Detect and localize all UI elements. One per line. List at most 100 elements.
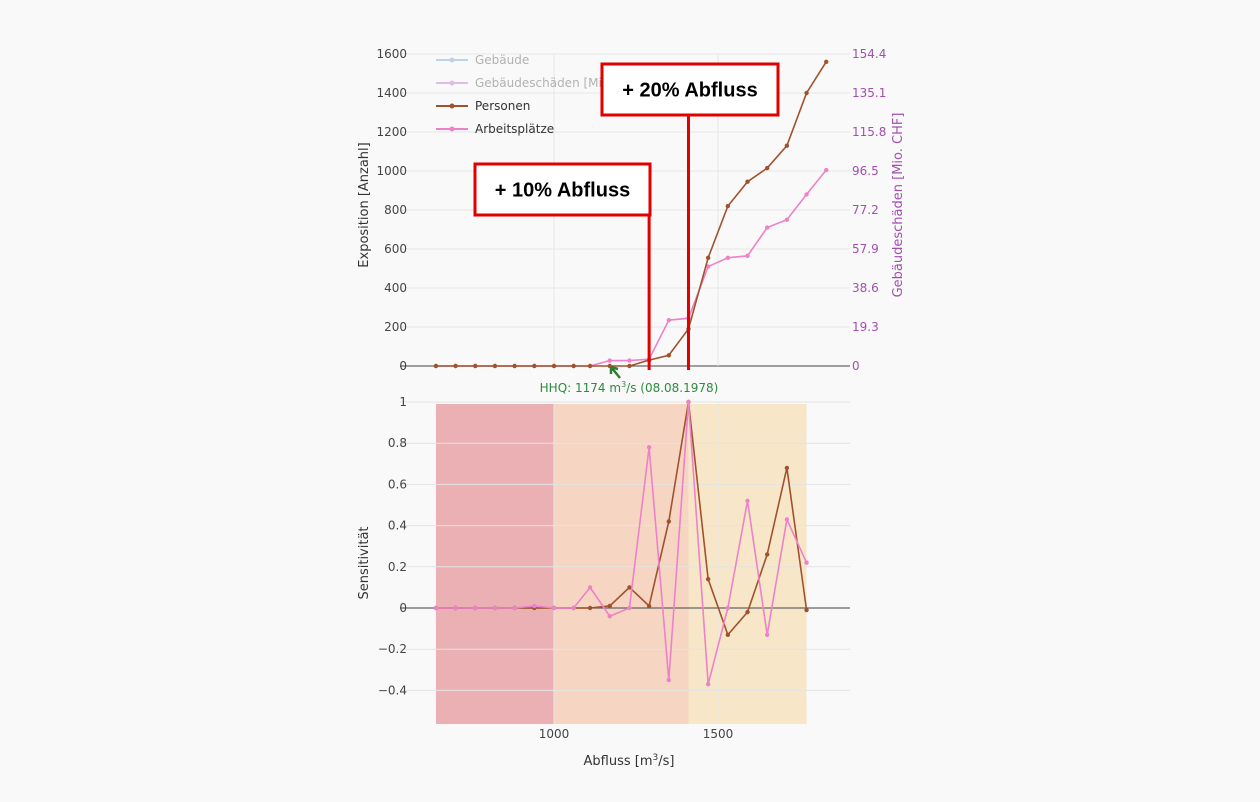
top-y-tick-label: 600 — [384, 242, 407, 256]
bottom-y-tick-label: 0.8 — [388, 436, 407, 450]
top-series-point — [492, 363, 498, 369]
bottom-series-point — [784, 517, 790, 522]
bottom-y-axis-label: Sensitivität — [357, 526, 372, 599]
legend-item[interactable]: Personen — [436, 99, 530, 113]
top-y-tick-label: 1200 — [376, 125, 407, 139]
bottom-series-point — [473, 605, 478, 611]
top-y2-tick-label: 19.3 — [852, 320, 879, 334]
sensitivity-band — [435, 404, 554, 724]
bottom-series-point — [453, 605, 458, 611]
bottom-series-point — [571, 605, 576, 611]
legend-label: Gebäude — [475, 53, 529, 67]
bottom-y-tick-labels: −0.4 −0.2 0 0.2 0.4 0.6 0.8 1 — [378, 395, 407, 697]
hhq-annotation: HHQ: 1174 m3/s (08.08.1978) — [540, 365, 719, 395]
top-y-tick-label: 1000 — [376, 164, 407, 178]
top-y-tick-label: 800 — [384, 203, 407, 217]
bottom-y-tick-label: 0.2 — [388, 560, 407, 574]
top-y-tick-label: 1600 — [376, 47, 407, 61]
legend-marker — [449, 103, 455, 109]
top-series-point — [571, 363, 576, 369]
top-y2-tick-label: 77.2 — [852, 203, 879, 217]
bottom-series-point — [666, 677, 671, 683]
top-series-point — [705, 255, 711, 260]
bottom-series-point — [492, 605, 498, 611]
top-y-tick-label: 200 — [384, 320, 407, 334]
top-y2-tick-label: 154.4 — [852, 47, 886, 61]
annotation-box — [473, 162, 652, 217]
top-series-group — [433, 59, 829, 369]
bottom-series-point — [804, 607, 809, 613]
annotation-group: + 10% Abfluss + 20% Abfluss — [473, 62, 780, 370]
bottom-series-point — [725, 605, 731, 611]
bottom-series-point — [765, 552, 770, 557]
bottom-series-point — [804, 560, 809, 565]
bottom-series-point — [765, 632, 770, 637]
bottom-series-point — [705, 576, 711, 582]
bottom-series-point — [551, 605, 557, 611]
bottom-series-point — [725, 632, 731, 637]
top-series-point — [532, 363, 537, 369]
top-series-point — [551, 363, 557, 369]
top-series-point — [765, 165, 770, 171]
hhq-label: HHQ: 1174 m3/s (08.08.1978) — [540, 380, 719, 395]
bottom-x-tick-labels: 1000 1500 — [539, 727, 734, 741]
bottom-series-point — [433, 605, 439, 611]
annotation-marker: + 10% Abfluss — [473, 162, 652, 370]
bottom-series-point — [666, 519, 671, 524]
top-series-point — [765, 225, 770, 230]
top-series-point — [725, 255, 731, 260]
x-tick-label: 1000 — [539, 727, 570, 741]
bottom-y-tick-label: 1 — [399, 395, 407, 409]
sensitivity-band — [554, 404, 689, 724]
bottom-series-point — [607, 614, 612, 619]
legend-label: Arbeitsplätze — [475, 122, 554, 136]
top-y-tick-label: 400 — [384, 281, 407, 295]
bottom-series-point — [646, 445, 652, 450]
top-series-point — [824, 167, 829, 173]
top-series-point — [627, 363, 632, 369]
top-series-point — [512, 363, 517, 369]
annotation-marker: + 20% Abfluss — [600, 62, 780, 370]
bottom-series-point — [627, 585, 632, 590]
top-series-point — [784, 143, 790, 148]
top-series-point — [453, 363, 458, 369]
annotation-label: + 10% Abfluss — [495, 180, 630, 202]
legend-item[interactable]: Arbeitsplätze — [436, 122, 554, 136]
bottom-series-point — [532, 603, 537, 609]
bottom-y-tick-label: −0.2 — [378, 642, 407, 656]
top-series-point — [824, 59, 829, 64]
bottom-y-tick-label: 0.6 — [388, 477, 407, 491]
sensitivity-band — [688, 404, 807, 724]
bottom-series-point — [607, 603, 612, 609]
x-tick-label: 1500 — [703, 727, 734, 741]
top-series-point — [666, 353, 671, 358]
top-y-axis-label: Exposition [Anzahl] — [357, 142, 372, 267]
top-series-point — [804, 192, 809, 197]
top-series-point — [705, 264, 711, 269]
bottom-y-tick-label: −0.4 — [378, 683, 407, 697]
top-y2-tick-label: 96.5 — [852, 164, 879, 178]
legend-item[interactable]: Gebäude — [436, 53, 529, 67]
bottom-series-group — [433, 399, 809, 687]
top-series-point — [784, 217, 790, 222]
top-y2-axis-label: Gebäudeschäden [Mio. CHF] — [891, 113, 906, 298]
hhq-arrow-icon — [609, 365, 621, 379]
bottom-series-point — [587, 605, 593, 611]
bottom-series-point — [627, 605, 632, 611]
top-series-point — [745, 253, 750, 259]
top-y2-tick-labels: 0 19.3 38.6 57.9 77.2 96.5 115.8 135.1 154.4 — [852, 47, 886, 373]
top-y2-tick-label: 57.9 — [852, 242, 879, 256]
bottom-series-line — [435, 401, 808, 685]
bottom-y-tick-label: 0.4 — [388, 519, 407, 533]
bottom-series-point — [705, 682, 711, 687]
top-y-tick-label: 1400 — [376, 86, 407, 100]
top-y-tick-labels: 0 200 400 600 800 1000 1200 1400 1600 — [376, 47, 407, 373]
legend-marker — [449, 126, 455, 132]
annotation-label: + 20% Abfluss — [622, 80, 757, 102]
top-y2-tick-label: 0 — [852, 359, 860, 373]
bottom-series-point — [686, 399, 691, 405]
bottom-series-point — [587, 585, 593, 590]
bottom-series-point — [512, 605, 517, 611]
top-y2-tick-label: 38.6 — [852, 281, 879, 295]
